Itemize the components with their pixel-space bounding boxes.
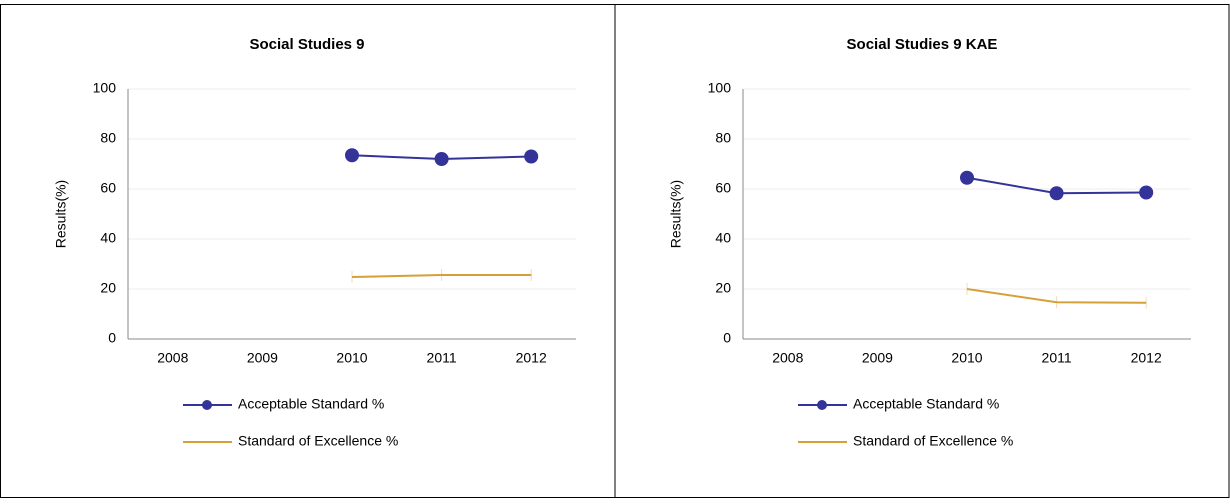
data-point <box>960 170 974 185</box>
x-tick-label: 2012 <box>516 350 547 366</box>
x-tick-label: 2010 <box>951 350 982 366</box>
series-line <box>966 288 1147 304</box>
data-point <box>434 152 449 166</box>
chart-panel: Social Studies 9 KAE Results(%) 0 20 40 60 80 1… <box>615 4 1230 498</box>
y-tick-label: 80 <box>100 130 116 146</box>
chart-panel: Social Studies 9 Results(%) 0 20 40 60 80 100 20… <box>0 4 615 498</box>
x-tick-label: 2010 <box>336 350 367 366</box>
y-tick-label: 20 <box>100 280 116 296</box>
data-point <box>524 149 539 164</box>
y-tick-label: 80 <box>715 130 731 146</box>
x-tick-label: 2009 <box>247 350 278 366</box>
y-tick-label: 0 <box>723 330 731 346</box>
panel-border <box>0 4 615 498</box>
chart-title: Social Studies 9 <box>249 36 364 53</box>
panel-border <box>615 4 1230 498</box>
legend-marker <box>202 400 212 410</box>
y-tick-label: 100 <box>708 80 732 96</box>
data-point <box>1049 186 1064 201</box>
legend-label: Acceptable Standard % <box>238 396 384 412</box>
x-tick-label: 2012 <box>1131 350 1162 366</box>
x-tick-label: 2011 <box>427 350 457 366</box>
legend-marker <box>817 400 827 410</box>
series-line <box>351 274 532 278</box>
x-tick-label: 2011 <box>1042 350 1072 366</box>
y-axis-label: Results(%) <box>53 180 69 248</box>
y-tick-label: 60 <box>715 180 731 196</box>
data-point <box>345 148 359 163</box>
legend-label: Standard of Excellence % <box>238 433 398 449</box>
chart-title: Social Studies 9 KAE <box>847 36 998 53</box>
y-tick-label: 60 <box>100 180 116 196</box>
y-tick-label: 100 <box>93 80 117 96</box>
legend-label: Standard of Excellence % <box>853 433 1013 449</box>
y-tick-label: 0 <box>108 330 116 346</box>
x-tick-label: 2008 <box>772 350 803 366</box>
y-tick-label: 20 <box>715 280 731 296</box>
y-tick-label: 40 <box>100 230 116 246</box>
y-axis-label: Results(%) <box>668 180 684 248</box>
data-point <box>1139 185 1154 200</box>
y-tick-label: 40 <box>715 230 731 246</box>
x-tick-label: 2009 <box>862 350 893 366</box>
x-tick-label: 2008 <box>157 350 188 366</box>
legend-label: Acceptable Standard % <box>853 396 999 412</box>
